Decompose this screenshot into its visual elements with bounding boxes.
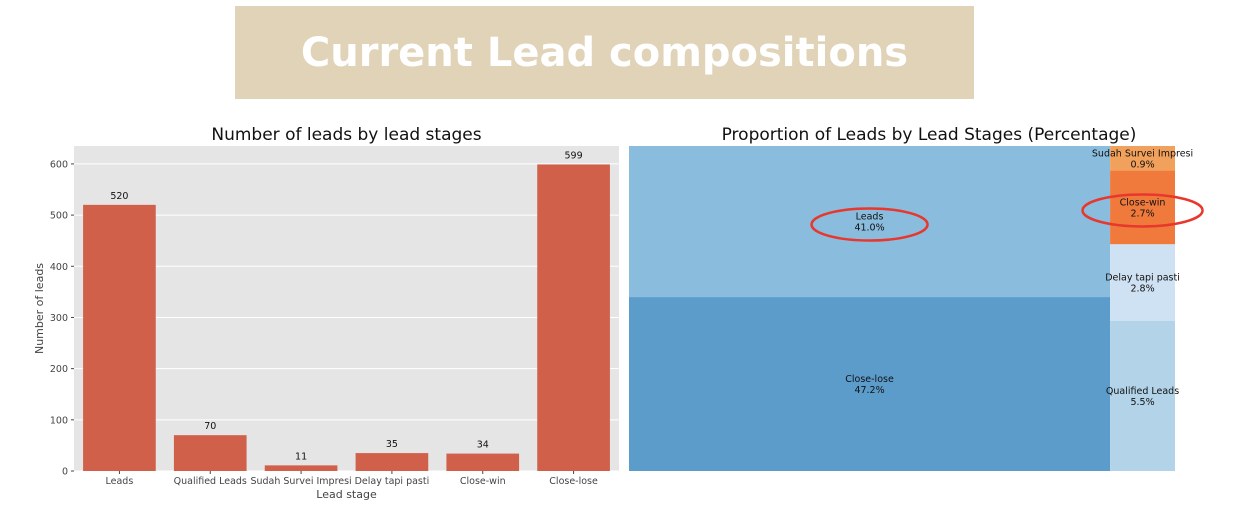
treemap-title: Proportion of Leads by Lead Stages (Perc…	[722, 125, 1137, 145]
treemap-value-qualified-leads: 5.5%	[1130, 397, 1154, 408]
bar-chart: 0 100 200 300 400 500 600 520 Leads 70 Qualified L…	[33, 125, 619, 501]
treemap-value-leads: 41.0%	[854, 223, 884, 234]
bar-value-label-close-win: 34	[477, 440, 489, 451]
highlight-circle-leads	[810, 207, 929, 242]
treemap-label-close-win: Close-win	[1120, 197, 1166, 208]
x-tick-label-close-win: Close-win	[460, 476, 506, 487]
y-tick-label-100: 100	[50, 415, 68, 426]
x-tick-label-close-lose: Close-lose	[549, 476, 598, 487]
x-tick-label-sudah-survei-impresi: Sudah Survei Impresi	[250, 476, 351, 487]
bar-close-win	[446, 453, 520, 471]
highlight-circle-close-win	[1081, 193, 1204, 228]
treemap-value-sudah-survei-impresi: 0.9%	[1130, 159, 1154, 170]
bar-y-axis-label: Number of leads	[33, 263, 46, 354]
y-tick-label-300: 300	[50, 313, 68, 324]
y-tick-label-400: 400	[50, 262, 68, 273]
x-tick-label-qualified-leads: Qualified Leads	[174, 476, 247, 487]
banner-title: Current Lead compositions	[300, 29, 909, 76]
treemap-tile-close-lose	[629, 297, 1111, 471]
bar-close-lose	[537, 164, 610, 471]
y-tick-label-0: 0	[62, 467, 68, 478]
y-tick-label-500: 500	[50, 211, 68, 222]
treemap-label-sudah-survei-impresi: Sudah Survei Impresi	[1092, 148, 1193, 159]
bar-value-label-sudah-survei-impresi: 11	[295, 451, 307, 462]
treemap-value-delay-tapi-pasti: 2.8%	[1130, 284, 1154, 295]
treemap-tile-qualified-leads	[1110, 320, 1175, 471]
bar-x-axis-label: Lead stage	[316, 488, 377, 501]
treemap-label-delay-tapi-pasti: Delay tapi pasti	[1105, 273, 1180, 284]
treemap-tile-leads	[629, 146, 1111, 298]
x-tick-label-leads: Leads	[106, 476, 134, 487]
treemap-label-leads: Leads	[856, 212, 884, 223]
bar-chart-title: Number of leads by lead stages	[211, 125, 481, 145]
bar-qualified-leads	[173, 435, 247, 471]
bar-value-label-delay-tapi-pasti: 35	[386, 439, 398, 450]
treemap-label-qualified-leads: Qualified Leads	[1106, 386, 1179, 397]
treemap-value-close-win: 2.7%	[1130, 208, 1154, 219]
bar-sudah-survei-impresi	[264, 465, 338, 471]
treemap-value-close-lose: 47.2%	[854, 385, 884, 396]
bar-delay-tapi-pasti	[355, 453, 429, 471]
title-banner: Current Lead compositions	[235, 6, 974, 99]
bar-value-label-leads: 520	[110, 191, 128, 202]
x-tick-label-delay-tapi-pasti: Delay tapi pasti	[355, 476, 430, 487]
y-tick-label-200: 200	[50, 364, 68, 375]
treemap-tile-close-win	[1110, 170, 1175, 245]
bar-value-label-close-lose: 599	[565, 150, 583, 161]
treemap-tile-sudah-survei-impresi	[1110, 146, 1175, 171]
bar-leads	[83, 204, 156, 471]
treemap-tile-delay-tapi-pasti	[1110, 244, 1175, 321]
bar-plot-area	[74, 146, 619, 471]
y-tick-label-600: 600	[50, 159, 68, 170]
treemap-label-close-lose: Close-lose	[845, 374, 894, 385]
bar-value-label-qualified-leads: 70	[204, 421, 216, 432]
